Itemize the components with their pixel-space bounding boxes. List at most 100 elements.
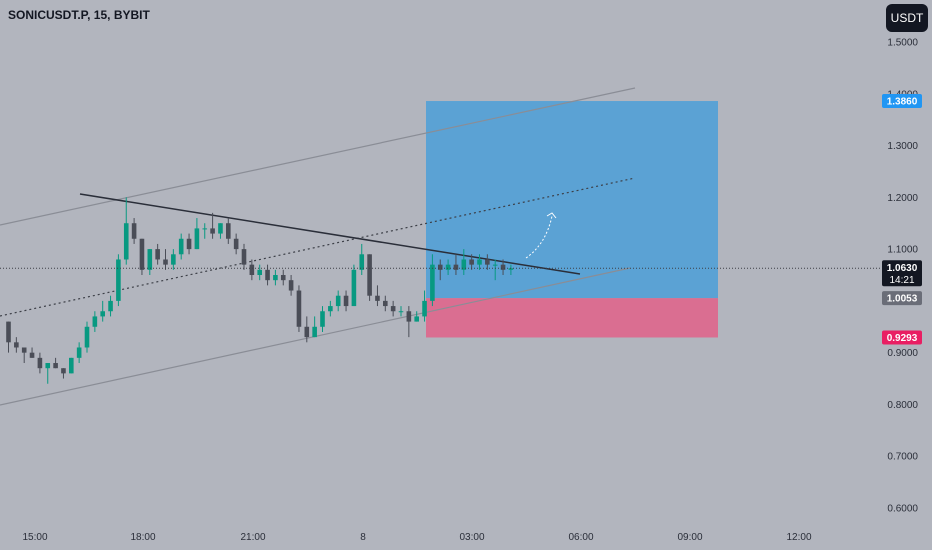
candle [53,357,58,369]
candle [202,223,208,239]
candle-body [171,254,176,265]
candle-body [328,306,333,312]
candle [139,238,145,275]
y-tick-label: 1.3000 [887,141,918,152]
candle-body [155,249,160,260]
candle [155,243,160,265]
candle-body [249,264,255,275]
upper-channel-line[interactable] [0,87,636,226]
candle [320,306,325,332]
candle [296,285,302,332]
candle-body [508,268,514,270]
candle-body [92,316,98,327]
candle [406,306,412,338]
candle-body [45,363,51,369]
candle-body [84,326,90,348]
candle [37,352,43,374]
candle-body [500,264,506,270]
y-tick-label: 1.2000 [887,193,918,204]
candle [194,218,200,250]
currency-button[interactable]: USDT [886,4,928,32]
candle [273,269,278,286]
channel-midline[interactable] [0,177,636,317]
candle-body [116,259,121,301]
candle [92,311,98,332]
candle-body [123,223,129,260]
candle-body [218,223,223,234]
candle [14,337,19,353]
candle [249,259,255,281]
candle [375,285,380,307]
candle-body [6,321,11,343]
x-tick-label: 15:00 [22,532,47,543]
candle-body [257,269,262,275]
candle-body [233,238,239,250]
candle [210,212,215,239]
price-tag-label: 1.0053 [887,294,918,305]
candle [116,254,121,307]
candle-body [422,300,427,317]
descending-trendline[interactable] [79,193,581,275]
candle-body [61,368,66,374]
y-tick-label: 1.1000 [887,245,918,256]
target-zone[interactable] [426,101,718,299]
stop-zone[interactable] [426,298,718,338]
candle [163,249,168,270]
candle-body [163,259,168,265]
candle-body [492,264,498,266]
candle [477,254,482,270]
stop-price-tag[interactable]: 0.9293 [882,330,922,345]
symbol-title: SONICUSDT.P, 15, BYBIT [8,8,150,22]
candle-body [139,238,145,270]
candle-body [210,228,215,234]
candle-body [477,259,482,265]
entry-price-tag[interactable]: 1.0053 [882,291,922,306]
projection-arrowhead-icon [546,212,557,219]
candle [61,368,66,379]
candle-body [320,311,325,327]
y-tick-label: 0.9000 [887,348,918,359]
candle [45,363,51,384]
candle-body [367,254,372,296]
candle [437,259,443,281]
candle-body [430,264,435,301]
candle [328,300,333,317]
candle-body [14,342,19,348]
candle-body [406,311,412,322]
candle [367,254,372,301]
candle-body [178,238,184,255]
price-tag-label: 1.3860 [887,97,918,108]
candle [257,264,262,281]
candle-body [469,259,474,265]
candle [280,269,286,286]
candle-body [453,264,459,270]
candle [218,223,223,239]
candle [186,233,192,255]
candle-body [335,295,341,307]
candle-countdown: 14:21 [889,275,914,286]
candle [76,342,82,364]
candle-body [202,228,208,230]
x-tick-label: 21:00 [240,532,265,543]
candle [29,347,35,358]
candle-body [288,280,294,291]
candle-body [29,352,35,358]
candle [430,254,435,307]
candle-body [359,254,365,270]
candle-body [37,357,43,369]
candle [100,300,105,322]
target-price-tag[interactable]: 1.3860 [882,94,922,109]
candle [453,254,459,275]
candle [123,197,129,265]
candle-body [76,347,82,358]
x-tick-label: 18:00 [130,532,155,543]
candle [147,249,153,275]
x-tick-label: 09:00 [677,532,702,543]
candle [226,218,231,244]
candle-body [343,295,349,307]
candle-body [131,223,137,239]
candle-body [100,311,105,317]
candle [445,259,451,275]
